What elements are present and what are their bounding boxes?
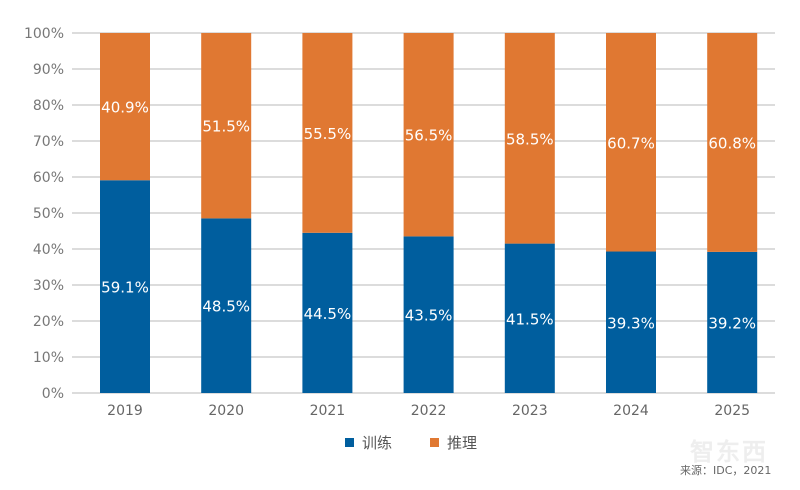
legend-item-inference: 推理 xyxy=(430,432,477,453)
bar-segment xyxy=(606,33,656,252)
legend-label-training: 训练 xyxy=(362,434,393,452)
bar-segment xyxy=(403,236,454,393)
data-label: 40.9% xyxy=(101,99,149,117)
bar-segment xyxy=(100,33,150,181)
bar-segment xyxy=(606,251,656,393)
bar-segment xyxy=(201,33,252,219)
data-label: 60.8% xyxy=(708,134,756,152)
y-tick-label: 100% xyxy=(24,26,64,42)
bar-segment xyxy=(100,180,150,393)
bar-segment xyxy=(707,33,758,252)
x-tick-label: 2021 xyxy=(310,403,346,419)
watermark-logo: 智东西 xyxy=(690,438,768,466)
data-label: 39.2% xyxy=(708,314,756,332)
data-label: 55.5% xyxy=(304,125,352,143)
y-tick-label: 90% xyxy=(33,62,64,78)
y-tick-label: 80% xyxy=(33,98,64,114)
legend-swatch-inference xyxy=(430,438,440,447)
legend-swatch-training xyxy=(345,438,354,447)
x-tick-label: 2020 xyxy=(208,403,244,419)
bar-segment xyxy=(302,33,353,233)
y-tick-label: 50% xyxy=(33,206,64,222)
legend: 训练 推理 xyxy=(345,432,477,453)
data-label: 44.5% xyxy=(304,305,352,323)
bar-segment xyxy=(403,33,454,237)
data-label: 39.3% xyxy=(607,314,655,332)
y-tick-label: 20% xyxy=(33,314,64,330)
y-tick-label: 40% xyxy=(33,242,64,258)
bar-segment xyxy=(201,218,252,393)
y-tick-label: 0% xyxy=(42,386,64,402)
data-label: 41.5% xyxy=(506,310,554,328)
legend-label-inference: 推理 xyxy=(447,434,478,452)
data-label: 48.5% xyxy=(202,298,250,316)
y-tick-label: 30% xyxy=(33,278,64,294)
data-label: 56.5% xyxy=(405,127,453,145)
data-label: 51.5% xyxy=(202,118,250,136)
x-tick-label: 2019 xyxy=(107,403,143,419)
data-label: 43.5% xyxy=(405,307,453,325)
y-tick-label: 10% xyxy=(33,350,64,366)
x-tick-label: 2025 xyxy=(714,403,750,419)
data-label: 59.1% xyxy=(101,279,149,297)
x-tick-label: 2022 xyxy=(411,403,447,419)
bar-segment xyxy=(504,243,555,393)
data-label: 60.7% xyxy=(607,134,655,152)
source-note: 来源：IDC，2021 xyxy=(680,464,772,477)
bar-segment xyxy=(504,33,555,244)
x-tick-label: 2023 xyxy=(512,403,548,419)
bar-segment xyxy=(707,251,758,393)
x-tick-label: 2024 xyxy=(613,403,649,419)
bar-segment xyxy=(302,232,353,393)
legend-item-training: 训练 xyxy=(345,432,392,453)
y-tick-label: 60% xyxy=(33,170,64,186)
y-tick-label: 70% xyxy=(33,134,64,150)
data-label: 58.5% xyxy=(506,130,554,148)
